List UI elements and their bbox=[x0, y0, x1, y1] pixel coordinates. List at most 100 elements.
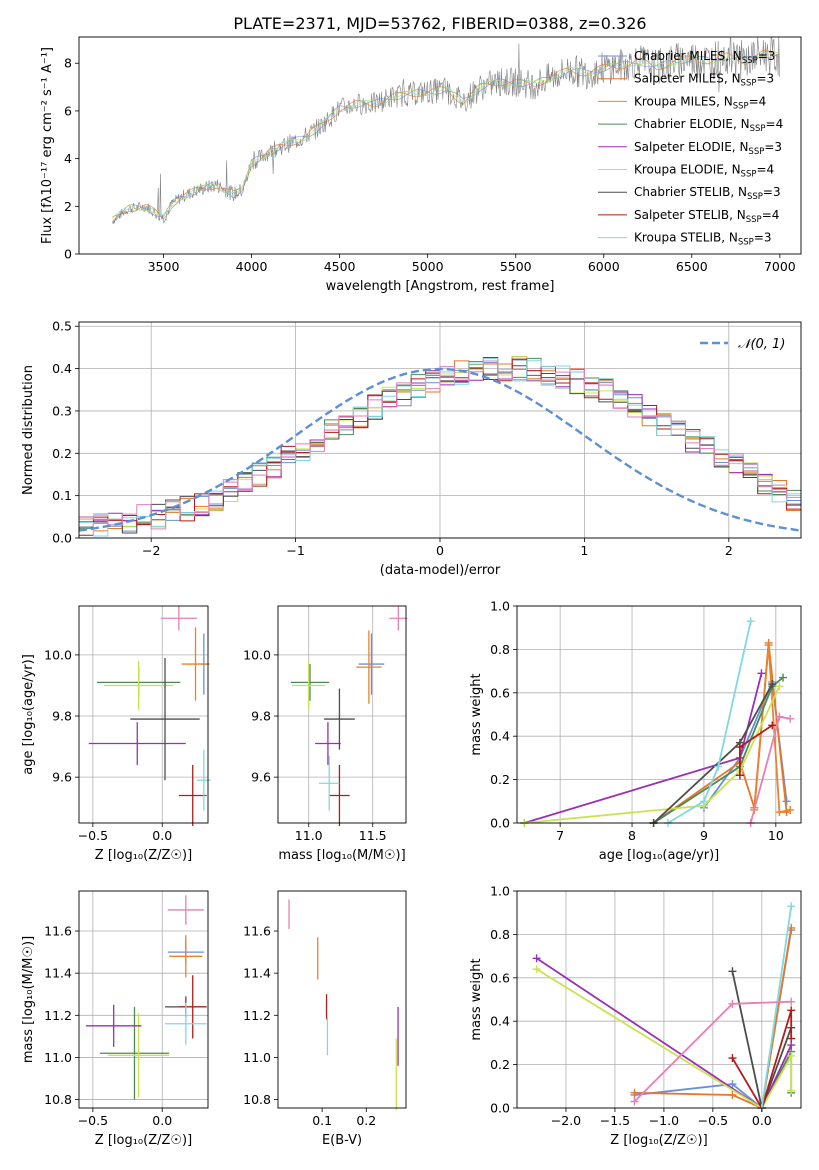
model-spectrum-line bbox=[112, 53, 781, 225]
x-tick-label: 1 bbox=[580, 543, 588, 558]
y-tick-label: 0.0 bbox=[52, 531, 72, 546]
legend-entry-equals: = bbox=[754, 231, 764, 245]
plot-frame bbox=[277, 890, 407, 1109]
mass-weight-marker bbox=[787, 1086, 796, 1095]
mass-weight-line bbox=[524, 685, 781, 824]
y-tick-label: 0.8 bbox=[490, 642, 510, 657]
x-tick-label: 5500 bbox=[500, 259, 532, 274]
legend-entry-subscript: SSP bbox=[741, 170, 757, 180]
plot-frame bbox=[78, 605, 209, 824]
x-tick-label: 11.5 bbox=[359, 828, 387, 843]
errorbar-point bbox=[315, 722, 341, 765]
legend-entry-subscript: SSP bbox=[747, 192, 763, 202]
x-tick-label: −1.5 bbox=[600, 1113, 630, 1128]
legend-entry-separator: , bbox=[730, 185, 738, 199]
legend-entry-name: Kroupa STELIB bbox=[634, 231, 721, 245]
y-tick-label: 9.6 bbox=[251, 770, 271, 785]
y-tick-label: 0.4 bbox=[52, 361, 72, 376]
y-tick-label: 10.0 bbox=[44, 647, 72, 662]
y-tick-label: 0.1 bbox=[52, 488, 72, 503]
errorbar-point bbox=[167, 895, 204, 925]
x-tick-label: 3500 bbox=[148, 259, 180, 274]
mass-weight-marker bbox=[735, 771, 744, 780]
x-tick-label: 4500 bbox=[324, 259, 356, 274]
legend-entry-name: Salpeter STELIB bbox=[634, 208, 729, 222]
legend-entry-separator: , bbox=[724, 163, 732, 177]
errorbar-point bbox=[181, 627, 210, 701]
mass-weight-marker bbox=[746, 617, 755, 626]
y-tick-label: 9.8 bbox=[251, 709, 271, 724]
axes: 11.0 11.5 9.6 9.8 10.0 mass [log₁₀(M/M☉)] bbox=[243, 605, 407, 863]
axes: −2.0 −1.5 −1.0 −0.5 0.0 0.0 0.2 0.4 0.6 0.8 1.0 Z [… bbox=[469, 884, 802, 1148]
legend-entry-count: 4 bbox=[759, 94, 767, 108]
x-tick-label: 6000 bbox=[588, 259, 620, 274]
residual-histogram-panel: 𝒩(0, 1) −2 −1 0 1 2 0.0 0.1 0.2 0.3 0.4 0.5 (data-mo… bbox=[21, 319, 802, 578]
axes: 0.1 0.2 10.8 11.0 11.2 11.4 11.6 E(B-V) bbox=[243, 890, 407, 1148]
y-tick-label: 0.4 bbox=[490, 729, 510, 744]
legend-entry-n: N bbox=[732, 163, 741, 177]
legend-entry-count: 4 bbox=[767, 163, 775, 177]
mass-weight-marker bbox=[786, 714, 795, 723]
y-tick-label: 0.2 bbox=[52, 446, 72, 461]
legend-entry-count: 4 bbox=[772, 208, 780, 222]
legend-entry: Salpeter STELIB, NSSP=4 bbox=[634, 208, 779, 225]
legend-entry-subscript: SSP bbox=[742, 56, 758, 66]
mass-weight-line bbox=[753, 645, 791, 814]
mass-weight-marker bbox=[775, 808, 784, 817]
legend-entry: Chabrier ELODIE, NSSP=4 bbox=[634, 117, 783, 134]
x-tick-label: 0.0 bbox=[752, 1113, 772, 1128]
x-tick-label: 4000 bbox=[236, 259, 268, 274]
mass-weight-marker bbox=[768, 721, 777, 730]
model-spectrum-line bbox=[112, 50, 781, 220]
mass-weight-marker bbox=[764, 641, 773, 650]
y-tick-label: 11.6 bbox=[243, 924, 271, 939]
plot-frame bbox=[78, 890, 209, 1109]
plot-frame bbox=[516, 890, 802, 1109]
y-tick-label: 11.2 bbox=[44, 1008, 72, 1023]
x-tick-label: −2.0 bbox=[551, 1113, 581, 1128]
legend-entry-name: Salpeter MILES bbox=[634, 72, 724, 86]
x-axis-label: Z [log₁₀(Z/Z☉)] bbox=[95, 848, 192, 863]
mass-weight-line bbox=[536, 968, 793, 1110]
mass-weight-marker bbox=[768, 680, 777, 689]
legend: 𝒩(0, 1) bbox=[700, 337, 785, 352]
legend-entry-separator: , bbox=[716, 94, 724, 108]
y-tick-label: 10.0 bbox=[243, 647, 271, 662]
y-tick-label: 0.0 bbox=[490, 1101, 510, 1116]
plot-frame bbox=[277, 605, 407, 824]
legend-entry-subscript: SSP bbox=[750, 124, 766, 134]
y-tick-label: 0.8 bbox=[490, 927, 510, 942]
x-tick-label: 0.1 bbox=[312, 1113, 332, 1128]
mass-weight-marker bbox=[787, 1051, 796, 1060]
errorbar-point bbox=[99, 1006, 170, 1100]
errorbar-point bbox=[196, 749, 211, 811]
x-tick-label: 8 bbox=[628, 828, 636, 843]
legend-entry-n: N bbox=[732, 72, 741, 86]
grid bbox=[79, 606, 208, 823]
mass-weight-marker bbox=[779, 673, 788, 682]
legend-entry-n: N bbox=[737, 208, 746, 222]
y-tick-label: 0.2 bbox=[490, 772, 510, 787]
legend-entry-equals: = bbox=[758, 49, 768, 63]
errorbar-point bbox=[324, 688, 355, 750]
mass-weight-marker bbox=[728, 967, 737, 976]
legend-entry-count: 4 bbox=[776, 117, 784, 131]
errorbar-point bbox=[130, 657, 200, 781]
axes: −2 −1 0 1 2 0.0 0.1 0.2 0.3 0.4 0.5 (data-model)/er… bbox=[21, 319, 802, 578]
x-tick-label: 10 bbox=[768, 828, 784, 843]
legend-entry: Chabrier MILES, NSSP=3 bbox=[634, 49, 775, 66]
y-tick-label: 8 bbox=[64, 56, 72, 71]
y-tick-label: 1.0 bbox=[490, 884, 510, 899]
mass-weight-line bbox=[749, 715, 791, 824]
legend-entry-subscript: SSP bbox=[748, 147, 764, 157]
y-tick-label: 11.4 bbox=[243, 966, 271, 981]
errorbar-point bbox=[178, 764, 207, 827]
mass-weight-marker bbox=[786, 805, 795, 814]
legend-entry-separator: , bbox=[724, 72, 732, 86]
mass-weight-marker bbox=[775, 682, 784, 691]
y-tick-label: 10.8 bbox=[44, 1092, 72, 1107]
errorbar-point bbox=[103, 661, 174, 710]
errorbar-point bbox=[178, 975, 207, 1039]
